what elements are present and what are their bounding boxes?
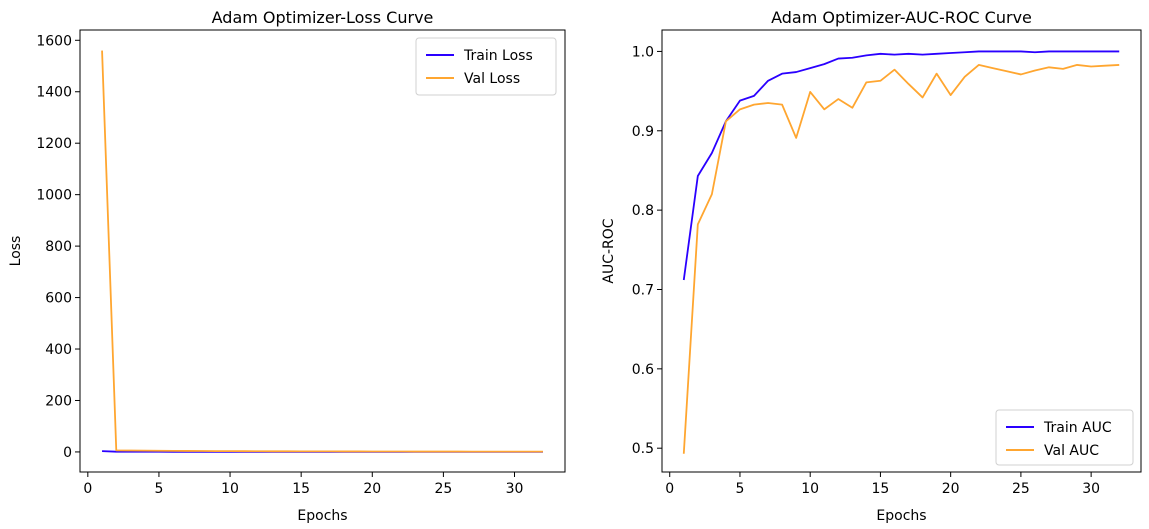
y-tick-label: 0.6 [632, 362, 654, 378]
y-tick-label: 1600 [36, 33, 72, 49]
y-tick-label: 1200 [36, 136, 72, 152]
x-tick-label: 25 [434, 481, 452, 497]
x-tick-label: 30 [1082, 481, 1100, 497]
plot-frame [661, 29, 1142, 473]
x-tick-label: 15 [872, 481, 890, 497]
y-tick-label: 0.8 [632, 203, 654, 219]
x-tick-label: 5 [154, 481, 163, 497]
y-tick-label: 0.5 [632, 441, 654, 457]
chart-1: Adam Optimizer-Loss Curve 0 5 10 15 20 25 30 0 20… [8, 8, 566, 524]
legend-box [995, 409, 1134, 466]
chart-2: Adam Optimizer-AUC-ROC Curve 0 5 10 15 20 25 30… [601, 8, 1142, 524]
y-tick-label: 0.9 [632, 124, 654, 140]
x-tick-label: 20 [942, 481, 960, 497]
x-tick-label: 0 [83, 481, 92, 497]
plot-frame [79, 29, 566, 473]
chart-title: Adam Optimizer-AUC-ROC Curve [771, 8, 1032, 27]
x-tick-label: 5 [735, 481, 744, 497]
series-line-val-loss [101, 50, 543, 453]
x-tick-label: 30 [506, 481, 524, 497]
y-tick-label: 600 [45, 291, 72, 307]
x-axis-label: Epochs [876, 508, 926, 524]
x-tick-label: 10 [801, 481, 819, 497]
y-tick-label: 800 [45, 239, 72, 255]
x-axis-label: Epochs [297, 508, 347, 524]
legend-label: Train Loss [463, 48, 533, 64]
y-tick-label: 200 [45, 393, 72, 409]
legend-box [415, 37, 557, 96]
y-axis-label: AUC-ROC [601, 218, 617, 283]
y-tick-label: 1.0 [632, 44, 654, 60]
legend-label: Val AUC [1044, 443, 1099, 459]
x-tick-label: 20 [363, 481, 381, 497]
x-tick-label: 0 [665, 481, 674, 497]
chart-title: Adam Optimizer-Loss Curve [212, 8, 434, 27]
y-tick-label: 1400 [36, 85, 72, 101]
y-tick-label: 0.7 [632, 282, 654, 298]
legend-label: Train AUC [1043, 420, 1112, 436]
y-tick-label: 0 [63, 445, 72, 461]
y-axis-label: Loss [8, 236, 24, 267]
series-line-val-auc [682, 64, 1120, 454]
x-tick-label: 15 [292, 481, 310, 497]
series-line-train-auc [682, 50, 1120, 281]
x-tick-label: 25 [1012, 481, 1030, 497]
x-tick-label: 10 [221, 481, 239, 497]
legend: Train Loss Val Loss [415, 37, 557, 96]
legend: Train AUC Val AUC [995, 409, 1134, 466]
y-tick-label: 400 [45, 342, 72, 358]
y-tick-label: 1000 [36, 188, 72, 204]
legend-label: Val Loss [464, 71, 520, 87]
